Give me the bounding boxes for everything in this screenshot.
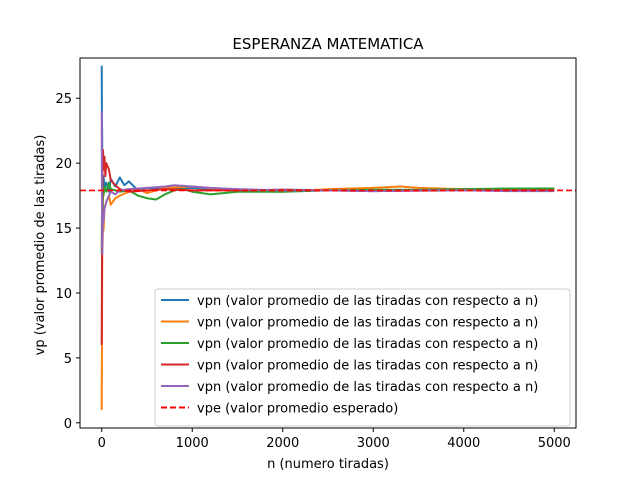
y-axis-label: vp (valor promedio de las tiradas) <box>33 135 48 356</box>
legend-label: vpn (valor promedio de las tiradas con r… <box>197 294 538 309</box>
legend-label: vpn (valor promedio de las tiradas con r… <box>197 359 538 374</box>
x-tick-label: 5000 <box>538 436 571 451</box>
y-tick-label: 25 <box>55 92 72 107</box>
x-tick-label: 1000 <box>176 436 209 451</box>
x-tick-label: 3000 <box>357 436 390 451</box>
plot-area <box>79 57 577 429</box>
legend: vpn (valor promedio de las tiradas con r… <box>154 288 571 427</box>
y-tick-label: 0 <box>64 417 72 432</box>
chart-title: ESPERANZA MATEMATICA <box>232 35 424 53</box>
legend-label: vpn (valor promedio de las tiradas con r… <box>197 337 538 352</box>
y-tick-label: 15 <box>55 222 72 237</box>
x-tick-label: 0 <box>98 436 106 451</box>
legend-label: vpn (valor promedio de las tiradas con r… <box>197 380 538 395</box>
y-tick-label: 5 <box>64 352 72 367</box>
y-tick-label: 10 <box>55 287 72 302</box>
x-axis: 0 1000 2000 3000 4000 5000 <box>98 428 571 451</box>
x-tick-label: 2000 <box>266 436 299 451</box>
y-axis: 0 5 10 15 20 25 <box>55 92 80 432</box>
legend-label: vpe (valor promedio esperado) <box>197 402 398 417</box>
series-group <box>80 65 576 410</box>
legend-label: vpn (valor promedio de las tiradas con r… <box>197 316 538 331</box>
legend-box <box>154 288 571 427</box>
x-axis-label: n (numero tiradas) <box>267 457 389 472</box>
plot-frame <box>79 57 577 429</box>
y-tick-label: 20 <box>55 157 72 172</box>
x-tick-label: 4000 <box>447 436 480 451</box>
